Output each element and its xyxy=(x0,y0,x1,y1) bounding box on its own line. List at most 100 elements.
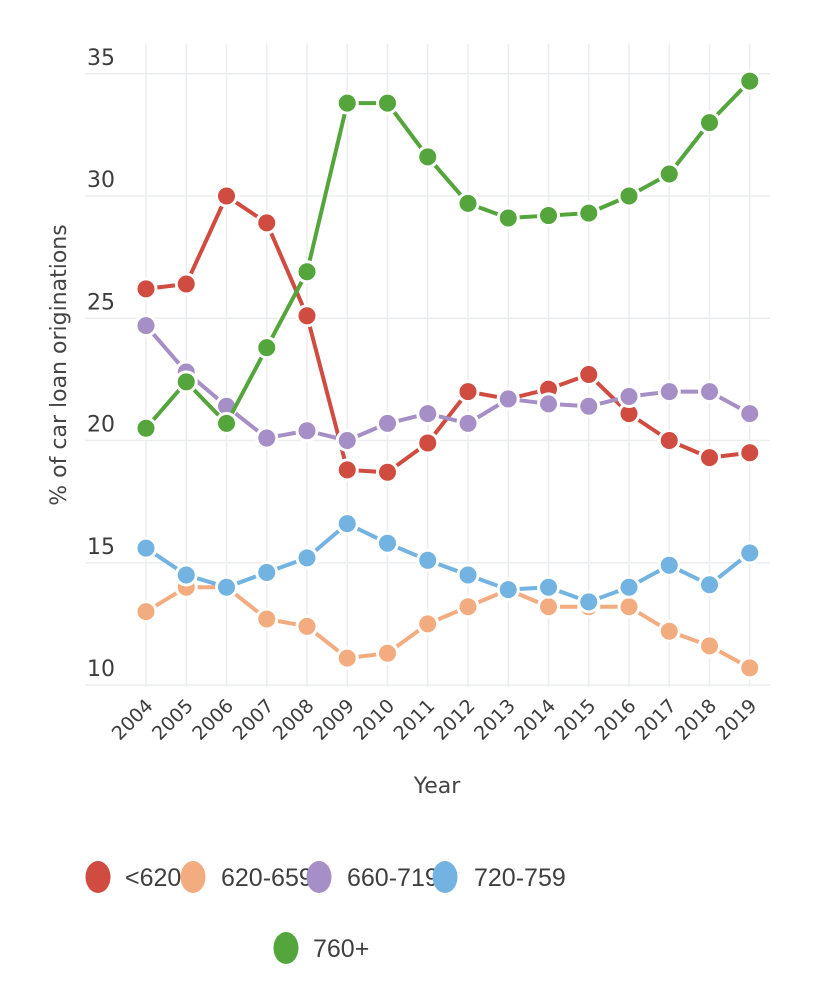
data-point[interactable] xyxy=(174,370,198,394)
data-point[interactable] xyxy=(295,614,319,638)
data-point[interactable] xyxy=(577,362,601,386)
y-axis-title: % of car loan originations xyxy=(47,224,72,505)
series-620-659 xyxy=(134,575,762,680)
data-point[interactable] xyxy=(738,656,762,680)
data-point[interactable] xyxy=(456,191,480,215)
data-point[interactable] xyxy=(617,384,641,408)
series-line xyxy=(144,79,752,430)
legend-swatch xyxy=(273,932,299,964)
legend-label: 720-759 xyxy=(474,864,566,892)
data-point[interactable] xyxy=(657,553,681,577)
legend-swatch xyxy=(432,861,458,893)
data-point[interactable] xyxy=(215,575,238,599)
y-tick-label: 25 xyxy=(87,290,115,315)
legend-item[interactable]: <620 xyxy=(85,861,182,893)
data-point[interactable] xyxy=(577,394,601,418)
data-point[interactable] xyxy=(738,402,762,426)
legend-item[interactable]: 720-759 xyxy=(432,861,566,893)
data-point[interactable] xyxy=(617,184,641,208)
data-point[interactable] xyxy=(617,595,641,619)
data-point[interactable] xyxy=(295,260,319,284)
data-point[interactable] xyxy=(698,380,721,404)
data-point[interactable] xyxy=(134,416,158,440)
data-point[interactable] xyxy=(255,426,279,450)
data-point[interactable] xyxy=(295,304,319,328)
data-point[interactable] xyxy=(174,563,198,587)
legend-item[interactable]: 620-659 xyxy=(180,861,313,893)
series-760+ xyxy=(134,69,762,440)
data-point[interactable] xyxy=(335,91,359,115)
legend: <620 620-659 660-719 720-759 760+ xyxy=(85,861,566,964)
data-point[interactable] xyxy=(456,380,480,404)
x-axis-title: Year xyxy=(413,774,462,799)
data-point[interactable] xyxy=(698,573,721,597)
legend-label: <620 xyxy=(125,864,181,892)
legend-label: 620-659 xyxy=(221,864,313,892)
data-point[interactable] xyxy=(738,541,762,565)
data-point[interactable] xyxy=(416,548,440,572)
data-point[interactable] xyxy=(255,561,279,585)
data-point[interactable] xyxy=(496,578,520,602)
data-point[interactable] xyxy=(537,204,560,228)
data-point[interactable] xyxy=(335,458,359,482)
data-point[interactable] xyxy=(657,380,681,404)
data-point[interactable] xyxy=(456,595,480,619)
y-tick-label: 20 xyxy=(87,413,115,438)
data-point[interactable] xyxy=(577,590,601,614)
data-point[interactable] xyxy=(295,419,319,443)
data-point[interactable] xyxy=(537,392,560,416)
series-<620 xyxy=(134,184,762,484)
data-point[interactable] xyxy=(335,646,359,670)
data-point[interactable] xyxy=(496,387,520,411)
data-point[interactable] xyxy=(376,91,399,115)
data-point[interactable] xyxy=(416,145,440,169)
data-point[interactable] xyxy=(134,314,158,338)
data-point[interactable] xyxy=(698,634,721,658)
data-point[interactable] xyxy=(496,206,520,230)
data-point[interactable] xyxy=(738,441,762,465)
data-point[interactable] xyxy=(134,277,158,301)
data-point[interactable] xyxy=(215,411,238,435)
data-point[interactable] xyxy=(255,336,279,360)
data-point[interactable] xyxy=(416,431,440,455)
data-point[interactable] xyxy=(738,69,762,93)
y-axis-ticks: 10 15 20 25 30 35 xyxy=(87,46,115,682)
data-point[interactable] xyxy=(416,612,440,636)
data-point[interactable] xyxy=(657,619,681,643)
data-point[interactable] xyxy=(295,546,319,570)
data-point[interactable] xyxy=(537,595,560,619)
data-point[interactable] xyxy=(657,429,681,452)
y-tick-label: 30 xyxy=(87,168,115,193)
data-point[interactable] xyxy=(134,600,158,624)
data-point[interactable] xyxy=(698,446,721,470)
data-point[interactable] xyxy=(174,272,198,296)
data-point[interactable] xyxy=(456,411,480,435)
data-point[interactable] xyxy=(335,429,359,452)
data-point[interactable] xyxy=(376,411,399,435)
data-point[interactable] xyxy=(416,402,440,426)
series-group xyxy=(134,69,762,680)
data-point[interactable] xyxy=(335,512,359,536)
legend-swatch xyxy=(306,861,332,893)
data-point[interactable] xyxy=(456,563,480,587)
series-660-719 xyxy=(134,314,762,452)
data-point[interactable] xyxy=(657,162,681,186)
data-point[interactable] xyxy=(376,460,399,484)
data-point[interactable] xyxy=(255,211,279,235)
y-tick-label: 35 xyxy=(87,46,115,71)
data-point[interactable] xyxy=(255,607,279,631)
series-720-759 xyxy=(134,512,762,614)
series-line xyxy=(144,324,751,443)
data-point[interactable] xyxy=(134,536,158,560)
legend-item[interactable]: 660-719 xyxy=(306,861,439,893)
data-point[interactable] xyxy=(537,575,560,599)
legend-item[interactable]: 760+ xyxy=(273,932,370,964)
data-point[interactable] xyxy=(376,641,399,665)
data-point[interactable] xyxy=(577,201,601,225)
data-point[interactable] xyxy=(617,575,641,599)
data-point[interactable] xyxy=(698,111,721,135)
data-point[interactable] xyxy=(376,531,399,555)
data-point[interactable] xyxy=(215,184,238,208)
